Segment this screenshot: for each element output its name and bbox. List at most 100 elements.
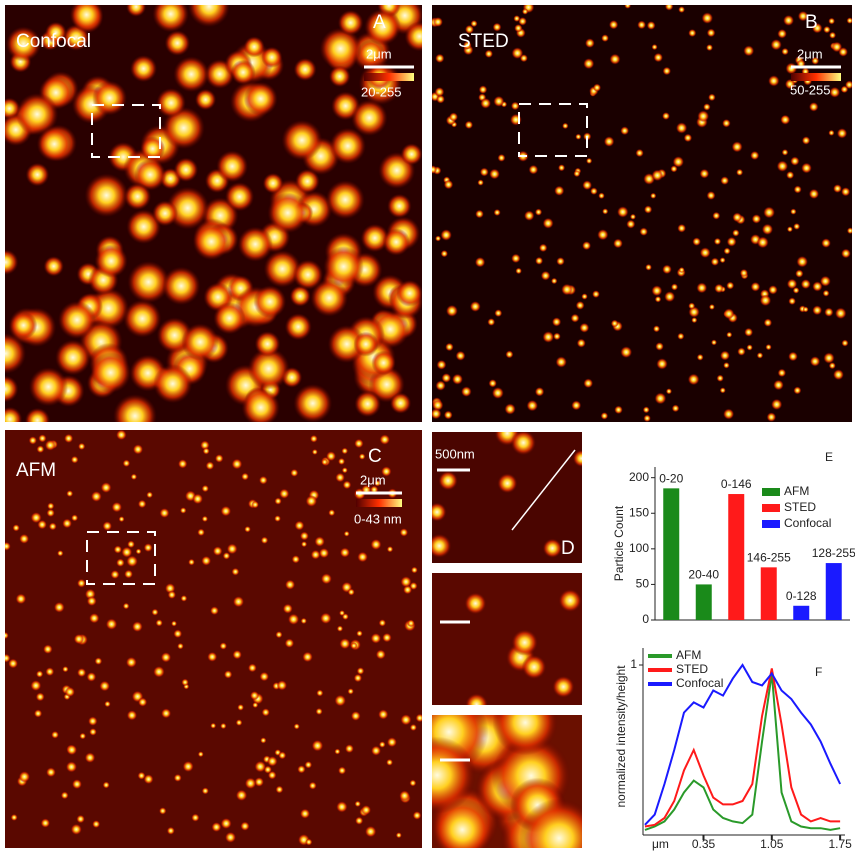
spot xyxy=(655,342,664,351)
spot xyxy=(36,670,44,678)
spot xyxy=(225,182,254,211)
spot xyxy=(334,748,340,754)
spot xyxy=(562,123,568,129)
spot xyxy=(386,759,393,766)
spot xyxy=(353,332,378,357)
spot xyxy=(202,516,208,522)
spot xyxy=(85,752,96,763)
spot xyxy=(38,434,46,442)
spot xyxy=(336,801,348,813)
spot xyxy=(46,509,55,518)
spot xyxy=(579,323,589,333)
spot xyxy=(220,723,226,729)
spot xyxy=(161,652,172,663)
spot xyxy=(411,567,418,574)
spot xyxy=(697,110,709,122)
spot xyxy=(823,26,830,33)
spot xyxy=(321,459,328,466)
spot xyxy=(529,165,539,175)
spot xyxy=(480,98,491,109)
spot xyxy=(410,724,417,731)
spot xyxy=(244,526,251,533)
spot xyxy=(445,343,454,352)
spot xyxy=(347,688,354,695)
legend-label: AFM xyxy=(676,648,701,662)
spot xyxy=(371,746,381,756)
spot xyxy=(809,189,819,199)
spot xyxy=(527,400,539,412)
spot xyxy=(732,141,743,152)
spot xyxy=(25,408,50,433)
spot xyxy=(49,522,57,530)
spot xyxy=(768,285,777,294)
spot xyxy=(487,318,495,326)
spot xyxy=(46,767,56,777)
spot xyxy=(252,702,258,708)
spot xyxy=(415,714,424,723)
spot xyxy=(475,210,484,219)
spot xyxy=(582,180,592,190)
spot xyxy=(282,120,323,161)
spot xyxy=(515,268,522,275)
spot xyxy=(573,450,590,467)
spot xyxy=(143,774,153,784)
spot xyxy=(180,507,187,514)
spot xyxy=(30,512,41,523)
spot xyxy=(553,333,561,341)
spot xyxy=(671,283,678,290)
spot xyxy=(677,224,686,233)
spot xyxy=(505,350,513,358)
spot xyxy=(365,826,377,838)
spot xyxy=(104,701,111,708)
spot xyxy=(820,276,831,287)
spot xyxy=(387,194,411,218)
spot xyxy=(224,670,233,679)
spot xyxy=(524,210,534,220)
spot xyxy=(312,449,318,455)
spot xyxy=(171,621,177,627)
spot xyxy=(180,595,187,602)
spot xyxy=(828,130,834,136)
spot xyxy=(130,55,157,82)
spot xyxy=(238,227,273,262)
spot xyxy=(305,761,313,769)
spot xyxy=(245,777,257,789)
spot xyxy=(581,293,588,300)
spot xyxy=(138,500,147,509)
bar-label: 128-255 xyxy=(812,546,855,560)
bar-label: 0-128 xyxy=(786,589,817,603)
panel-letter: A xyxy=(373,12,386,33)
spot xyxy=(244,82,278,116)
spot xyxy=(106,618,118,630)
spot xyxy=(354,674,363,683)
spot xyxy=(573,170,580,177)
spot xyxy=(768,75,779,86)
spot xyxy=(679,267,685,273)
spot xyxy=(635,149,643,157)
spot xyxy=(231,60,256,85)
spot xyxy=(192,493,203,504)
panel-letter: B xyxy=(805,12,818,33)
spot xyxy=(29,436,38,445)
spot xyxy=(427,502,446,521)
spot xyxy=(762,224,773,235)
spot xyxy=(111,502,122,513)
panel-letter: D xyxy=(561,538,575,559)
spot xyxy=(101,482,112,493)
spot xyxy=(305,495,317,507)
spot xyxy=(89,728,97,736)
spot xyxy=(316,689,323,696)
spot xyxy=(315,708,322,715)
spot xyxy=(438,471,458,491)
spot xyxy=(267,756,278,767)
y-tick-label: 100 xyxy=(629,541,649,555)
spot xyxy=(429,165,438,174)
spot xyxy=(310,435,318,443)
y-axis-title: normalized intensity/height xyxy=(614,665,628,808)
spot xyxy=(131,474,138,481)
spot xyxy=(700,247,711,258)
bar-label: 0-146 xyxy=(721,477,752,491)
spot xyxy=(601,412,609,420)
spot xyxy=(255,331,281,357)
spot xyxy=(254,761,266,773)
